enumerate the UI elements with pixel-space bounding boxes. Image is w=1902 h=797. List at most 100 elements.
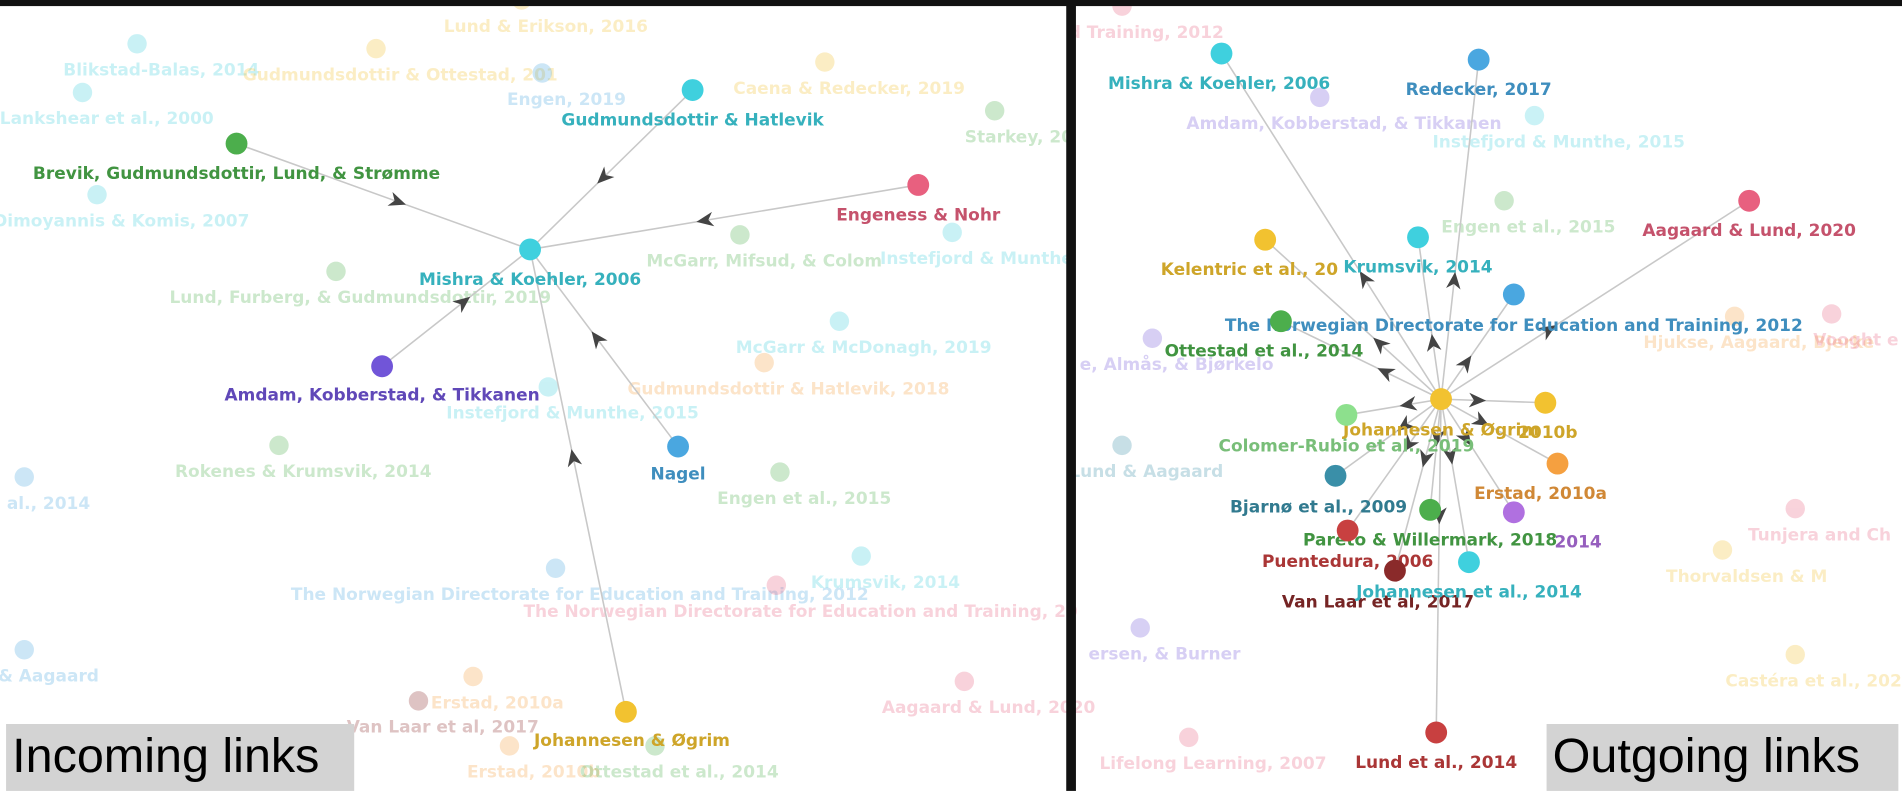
faded-node: The Norwegian Directorate for Education … [291, 558, 869, 605]
node-label: 2010b [1518, 423, 1577, 443]
faded-node: Lankshear et al., 2000 [0, 82, 214, 129]
node-label: Lund et al., 2014 [1355, 753, 1517, 773]
caption: Outgoing links [1553, 729, 1860, 783]
faded-node-label: Instefjord & Munthe, 2015 [446, 404, 699, 424]
faded-node: Erstad, 2010b [467, 736, 600, 783]
faded-node-label: Castéra et al., 2020 [1725, 671, 1902, 691]
faded-node-label: Dimoyannis & Komis, 2007 [0, 211, 249, 231]
faded-node-dot [766, 575, 787, 596]
bottom-edge [0, 790, 1902, 797]
faded-node-dot [366, 38, 386, 59]
faded-node-dot [1785, 498, 1805, 519]
node-label: Ottestad et al., 2014 [1165, 342, 1364, 362]
edge-arrow [1442, 446, 1457, 465]
faded-node-label: Engen et al., 2015 [1441, 218, 1615, 238]
faded-node-dot [754, 352, 774, 373]
faded-node-label: Aagaard & Lund, 2020 [882, 698, 1096, 718]
node [1430, 388, 1452, 411]
edge-arrow [387, 192, 406, 206]
edge-arrow [1377, 368, 1396, 383]
faded-node-dot [1712, 540, 1733, 560]
faded-node: Gudmundsdottir & Ottestad, 201 [243, 38, 558, 85]
faded-node-dot [1494, 191, 1514, 211]
node [907, 174, 930, 196]
edge [1346, 398, 1442, 416]
node-label: Amdam, Kobberstad, & Tikkanen [225, 385, 540, 405]
faded-node: al., 2014 [7, 467, 90, 514]
faded-node: Hjukse, Aagaard, Bjerke [1643, 306, 1874, 353]
faded-node: Lund & Aagaard [1069, 435, 1223, 482]
edge-arrow [1359, 270, 1375, 290]
faded-node-dot [815, 52, 835, 72]
faded-node-dot [545, 558, 566, 578]
faded-node-label: Hjukse, Aagaard, Bjerke [1643, 333, 1874, 353]
faded-node-label: Thorvaldsen & M [1666, 567, 1827, 587]
faded-node: McGarr & McDonagh, 2019 [736, 311, 992, 358]
node [1336, 519, 1359, 542]
node [1425, 721, 1448, 744]
faded-node: Amdam, Kobberstad, & Tikkanen [1186, 87, 1502, 134]
edge [1429, 399, 1442, 510]
node [519, 238, 542, 261]
faded-node-label: Gudmundsdottir & Hatlevik, 2018 [627, 379, 949, 399]
node [1502, 501, 1525, 524]
outgoing-panel: d Training, 2012 Amdam, Kobberstad, & Tik… [1069, 0, 1902, 774]
faded-node-dot [1310, 87, 1330, 108]
edge [1335, 398, 1442, 477]
edge-arrow [1537, 325, 1557, 341]
faded-node: Castéra et al., 2020 [1725, 644, 1902, 691]
faded-node-dot [14, 640, 34, 660]
faded-node-dot [829, 311, 850, 331]
edge-arrow [1430, 428, 1446, 447]
faded-node: Blikstad-Balas, 2014 [63, 34, 260, 81]
edge [1440, 398, 1470, 563]
node [1458, 551, 1480, 574]
faded-node: Lifelong Learning, 2007 [1099, 727, 1327, 774]
faded-node-dot [269, 435, 289, 456]
node [614, 700, 637, 723]
faded-node: The Norwegian Directorate for Education … [523, 575, 1078, 622]
node-label: The Norwegian Directorate for Education … [1225, 316, 1803, 336]
edge [1417, 237, 1442, 400]
edge-arrow [1420, 449, 1435, 468]
faded-node-label: Lund & Aagaard [1069, 462, 1223, 482]
faded-node-dot [984, 100, 1005, 121]
faded-node: Tunjera and Ch [1748, 498, 1891, 545]
node [1210, 42, 1233, 65]
edge [1220, 53, 1442, 400]
node-label: Kelentric et al., 20 [1161, 260, 1338, 280]
edge-arrow [1397, 415, 1416, 431]
node-label: Brevik, Gudmundsdottir, Lund, & Strømme [33, 164, 440, 184]
node [1254, 228, 1277, 251]
faded-node-label: Tunjera and Ch [1748, 525, 1891, 545]
edge [1264, 239, 1442, 400]
node [1384, 559, 1406, 582]
faded-node-label: The Norwegian Directorate for Education … [291, 585, 869, 605]
faded-node-dot [1112, 435, 1132, 456]
node-label: Colomer-Rubio et al., 2019 [1219, 437, 1475, 457]
faded-node: Thorvaldsen & M [1666, 540, 1827, 587]
node-label: Puentedura, 2006 [1262, 552, 1433, 572]
faded-node-label: McGarr, Mifsud, & Colom [646, 252, 882, 272]
edge-arrow [591, 331, 608, 350]
faded-node: Vooght e [1813, 304, 1899, 351]
edge [1440, 59, 1480, 400]
edge-arrow [1446, 271, 1461, 290]
incoming-panel: Lund & Erikson, 2016 Blikstad-Balas, 2014… [0, 0, 1096, 783]
caption-box [1546, 723, 1899, 791]
faded-node: Van Laar et al, 2017 [347, 691, 539, 738]
faded-node-label: Starkey, 20 [965, 127, 1073, 147]
faded-node-dot [408, 691, 429, 711]
faded-node-label: Van Laar et al, 2017 [347, 718, 539, 738]
faded-node: ersen, & Burner [1088, 618, 1241, 665]
edge-arrow [1403, 433, 1420, 453]
faded-node: Instefjord & Munthe [880, 222, 1073, 269]
faded-node: Engen et al., 2015 [717, 462, 891, 509]
node-label: Bjarnø et al., 2009 [1230, 497, 1407, 517]
faded-node-dot [645, 736, 665, 756]
edge-arrow [696, 211, 715, 227]
edge [529, 249, 627, 712]
edge-arrow [452, 296, 471, 314]
